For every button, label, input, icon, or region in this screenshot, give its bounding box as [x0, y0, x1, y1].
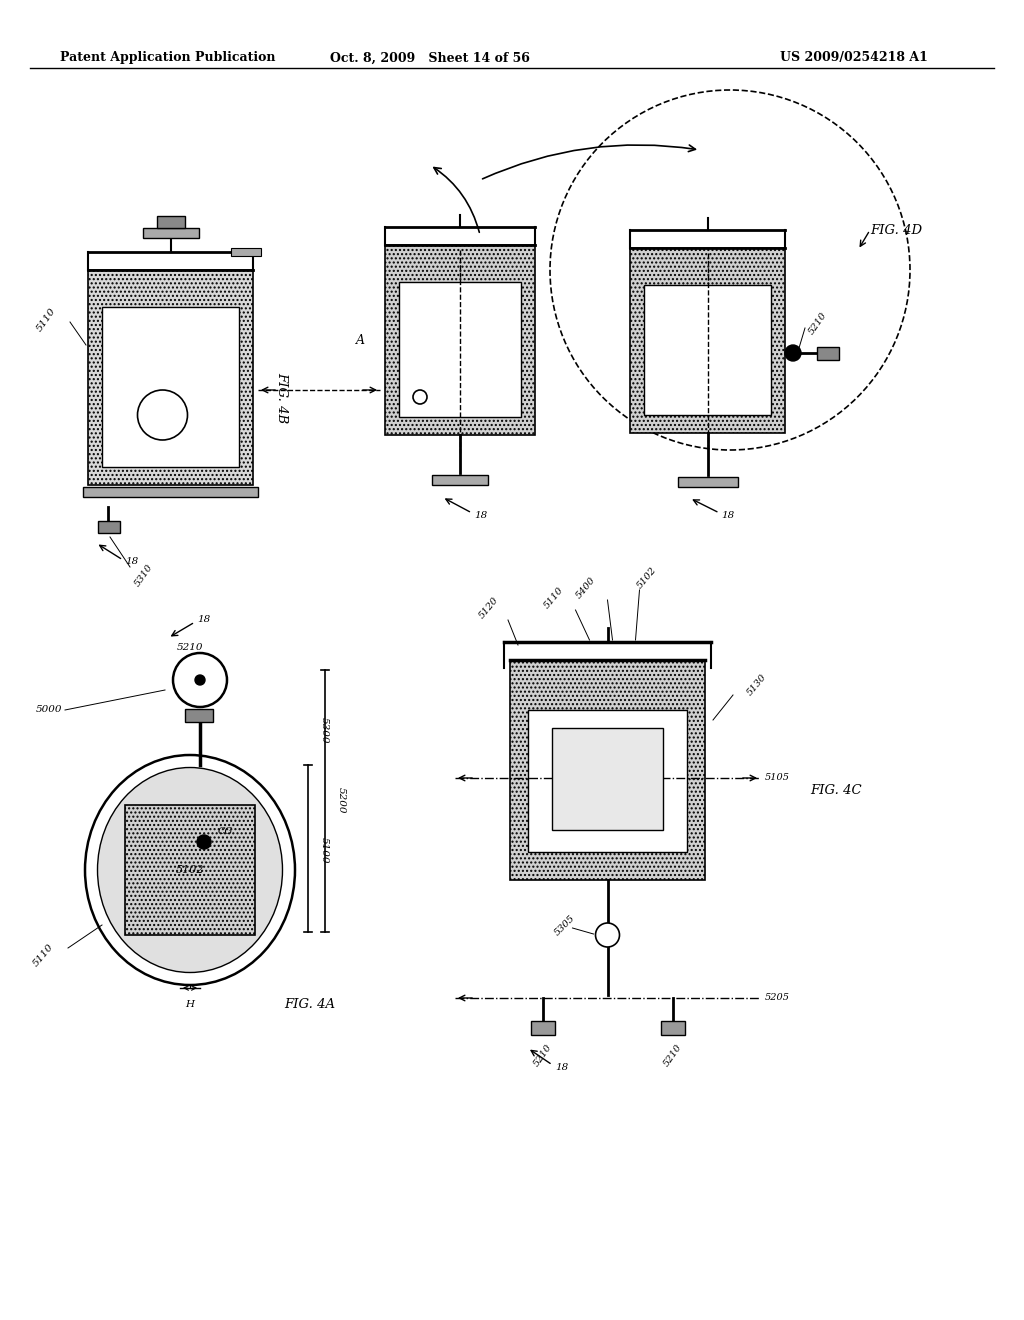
- Circle shape: [785, 345, 801, 360]
- Text: 5130: 5130: [745, 672, 768, 697]
- Text: 5210: 5210: [662, 1043, 683, 1068]
- Text: 18: 18: [555, 1063, 568, 1072]
- Text: 18: 18: [474, 511, 487, 520]
- Text: 5000: 5000: [36, 705, 62, 714]
- Bar: [644, 285, 771, 414]
- Bar: [552, 729, 663, 830]
- Text: 18: 18: [722, 511, 735, 520]
- Circle shape: [413, 389, 427, 404]
- Text: 5110: 5110: [543, 586, 565, 610]
- Text: 18: 18: [125, 557, 138, 566]
- Ellipse shape: [97, 767, 283, 973]
- Text: FIG. 4C: FIG. 4C: [810, 784, 861, 796]
- Circle shape: [596, 923, 620, 946]
- Text: 5210: 5210: [177, 644, 203, 652]
- Text: A: A: [355, 334, 365, 346]
- Bar: [231, 248, 261, 256]
- Circle shape: [173, 653, 227, 708]
- Text: 5102: 5102: [636, 565, 658, 590]
- Bar: [630, 248, 785, 433]
- Text: 5100: 5100: [319, 837, 329, 863]
- Bar: [157, 216, 184, 228]
- Text: FIG. 4D: FIG. 4D: [870, 223, 923, 236]
- Bar: [660, 1020, 684, 1035]
- Text: 5305: 5305: [553, 913, 577, 937]
- Text: Oct. 8, 2009   Sheet 14 of 56: Oct. 8, 2009 Sheet 14 of 56: [330, 51, 530, 65]
- Text: 18: 18: [197, 615, 210, 624]
- Bar: [98, 521, 120, 533]
- Bar: [399, 282, 521, 417]
- Circle shape: [137, 389, 187, 440]
- Bar: [83, 487, 258, 498]
- Text: 5110: 5110: [36, 306, 58, 334]
- Text: 5310: 5310: [133, 562, 155, 587]
- Text: CG: CG: [218, 828, 233, 837]
- Bar: [678, 477, 737, 487]
- Text: 5200: 5200: [337, 787, 346, 813]
- Text: 5110: 5110: [31, 942, 55, 968]
- Bar: [510, 660, 705, 880]
- Text: US 2009/0254218 A1: US 2009/0254218 A1: [780, 51, 928, 65]
- Bar: [817, 347, 839, 360]
- Bar: [385, 246, 535, 436]
- Text: 5105: 5105: [765, 774, 790, 783]
- Bar: [528, 710, 687, 851]
- Bar: [432, 475, 488, 484]
- Circle shape: [197, 836, 211, 849]
- Ellipse shape: [85, 755, 295, 985]
- Circle shape: [195, 675, 205, 685]
- Bar: [125, 805, 255, 935]
- Text: 5210: 5210: [531, 1043, 553, 1068]
- Bar: [185, 709, 213, 722]
- Text: 5300: 5300: [319, 717, 329, 743]
- Text: Patent Application Publication: Patent Application Publication: [60, 51, 275, 65]
- Bar: [530, 1020, 555, 1035]
- Bar: [88, 271, 253, 484]
- Text: FIG. 4B: FIG. 4B: [275, 372, 288, 424]
- Text: 5102: 5102: [176, 865, 204, 875]
- Bar: [142, 228, 199, 238]
- Bar: [102, 308, 239, 467]
- Text: 5400: 5400: [574, 576, 597, 601]
- Text: 5210: 5210: [807, 310, 828, 335]
- Text: 5205: 5205: [765, 994, 790, 1002]
- Text: 5120: 5120: [477, 595, 500, 620]
- Text: H: H: [185, 1001, 195, 1008]
- Text: FIG. 4A: FIG. 4A: [285, 998, 336, 1011]
